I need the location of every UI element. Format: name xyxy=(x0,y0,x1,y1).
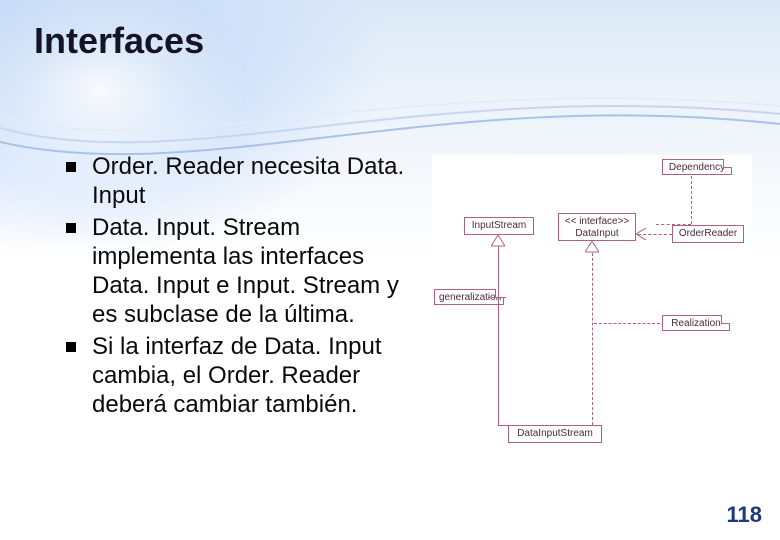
uml-note-link-generalization2 xyxy=(492,297,504,298)
uml-box-datainput: << interface>> DataInput xyxy=(558,213,636,241)
page-number: 118 xyxy=(727,502,763,528)
bullet-item: Order. Reader necesita Data. Input xyxy=(62,152,422,211)
uml-arrow-realization xyxy=(585,241,599,253)
bullet-item: Data. Input. Stream implementa las inter… xyxy=(62,213,422,330)
bullet-list-container: Order. Reader necesita Data. Input Data.… xyxy=(62,152,422,421)
uml-box-inputstream: InputStream xyxy=(464,217,534,235)
uml-note-realization: Realization xyxy=(662,315,730,331)
uml-note-dependency: Dependency xyxy=(662,159,732,175)
uml-note-link-dependency xyxy=(691,176,692,224)
slide-title: Interfaces xyxy=(34,20,204,62)
bullet-list: Order. Reader necesita Data. Input Data.… xyxy=(62,152,422,419)
bullet-item: Si la interfaz de Data. Input cambia, el… xyxy=(62,332,422,420)
uml-arrow-dependency xyxy=(636,228,646,240)
uml-note-link-dependency-h xyxy=(656,224,691,225)
uml-edge-generalization-h xyxy=(498,425,528,426)
uml-note-link-realization xyxy=(594,323,660,324)
uml-diagram: InputStream << interface>> DataInput Dat… xyxy=(432,155,752,465)
uml-edge-realization xyxy=(592,243,593,425)
uml-box-orderreader: OrderReader xyxy=(672,225,744,243)
uml-box-datainputstream: DataInputStream xyxy=(508,425,602,443)
uml-arrow-generalization xyxy=(491,235,505,247)
uml-edge-generalization xyxy=(498,237,499,425)
